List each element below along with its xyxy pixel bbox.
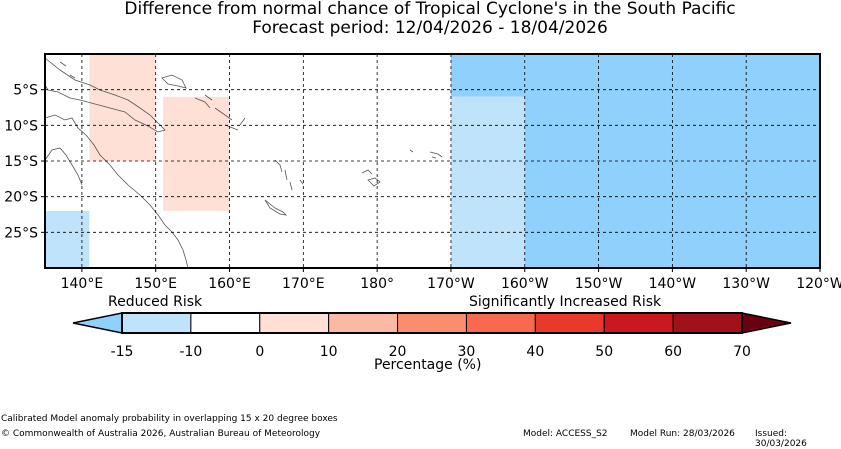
colorbar-tick-label: 50 <box>595 344 613 360</box>
x-tick-label: 150°E <box>134 276 177 292</box>
coastline-new-caledonia <box>264 199 288 216</box>
colorbar-xlabel: Percentage (%) <box>374 357 482 373</box>
anomaly-box-3 <box>450 54 525 97</box>
map-frame <box>44 53 821 269</box>
colorbar-tick-label: -15 <box>111 344 134 360</box>
increased-risk-label: Significantly Increased Risk <box>469 294 662 310</box>
colorbar-tick-label: 0 <box>255 344 264 360</box>
y-tick-label: 20°S <box>4 190 38 206</box>
colorbar-segment <box>121 312 192 334</box>
colorbar-tick-label: 40 <box>526 344 544 360</box>
x-tick-label: 120°W <box>796 276 841 292</box>
coastline-cape-york <box>44 114 189 269</box>
y-tick-label: 25°S <box>4 225 38 241</box>
colorbar-frame <box>121 312 743 334</box>
colorbar-tick-labels: -15 -10 0 10 20 30 40 50 60 70 <box>111 344 751 360</box>
x-tick-label: 160°W <box>501 276 549 292</box>
x-tick-label: 170°E <box>282 276 325 292</box>
y-tick-label: 15°S <box>4 154 38 170</box>
coastline-new-guinea <box>44 57 166 133</box>
coastline-solomons <box>194 97 246 131</box>
y-tick-labels: 5°S 10°S 15°S 20°S 25°S <box>4 83 38 242</box>
footer-model-run: Model Run: 28/03/2026 <box>630 429 735 439</box>
x-tick-label: 140°E <box>61 276 104 292</box>
colorbar <box>72 312 792 334</box>
x-tick-label: 150°W <box>575 276 623 292</box>
chart-title: Difference from normal chance of Tropica… <box>124 0 736 19</box>
coastlines <box>44 57 443 269</box>
y-tick-label: 10°S <box>4 118 38 134</box>
anomaly-box-1 <box>163 96 230 211</box>
footer-method-note: Calibrated Model anomaly probability in … <box>1 414 338 424</box>
coastline-gulf <box>44 147 83 186</box>
x-tick-label: 140°W <box>649 276 697 292</box>
colorbar-tick-label: 60 <box>664 344 682 360</box>
coastline-fiji <box>361 169 381 187</box>
x-tick-label: 180° <box>360 276 394 292</box>
x-tick-label: 160°E <box>208 276 251 292</box>
colorbar-tick-label: 10 <box>320 344 338 360</box>
anomaly-box-4 <box>450 96 525 268</box>
footer-copyright: © Commonwealth of Australia 2026, Austra… <box>1 429 321 439</box>
colorbar-segment <box>328 312 399 334</box>
x-tick-labels: 140°E 150°E 160°E 170°E 180° 170°W 160°W 150°W 1… <box>61 276 841 292</box>
colorbar-over-arrow <box>741 312 792 334</box>
forecast-period-subtitle: Forecast period: 12/04/2026 - 18/04/2026 <box>252 18 608 38</box>
footer-issued: Issued: 30/03/2026 <box>755 429 807 449</box>
x-tick-label: 130°W <box>722 276 770 292</box>
colorbar-tick-label: 70 <box>733 344 751 360</box>
footer-model: Model: ACCESS_S2 <box>523 429 608 439</box>
colorbar-segment <box>259 312 330 334</box>
y-tick-label: 5°S <box>13 83 38 99</box>
coastline-samoa <box>429 151 443 159</box>
colorbar-tick-label: 20 <box>389 344 407 360</box>
colorbar-segment <box>190 312 261 334</box>
colorbar-segment <box>534 312 605 334</box>
coastline-vanuatu <box>274 159 293 191</box>
colorbar-segment <box>465 312 536 334</box>
reduced-risk-label: Reduced Risk <box>108 294 203 310</box>
coastline-small-islands <box>59 61 414 185</box>
x-tick-label: 170°W <box>427 276 475 292</box>
map-canvas: 140°E 150°E 160°E 170°E 180° 170°W 160°W 150°W 1… <box>4 53 841 360</box>
colorbar-segment <box>672 312 743 334</box>
gridlines <box>41 54 821 272</box>
anomaly-box-2 <box>45 210 90 268</box>
colorbar-under-arrow <box>72 312 123 334</box>
anomaly-box-0 <box>89 54 156 161</box>
colorbar-tick-label: 30 <box>458 344 476 360</box>
colorbar-segment <box>397 312 467 334</box>
colorbar-tick-label: -10 <box>179 344 202 360</box>
anomaly-boxes <box>45 54 820 268</box>
coastline-new-britain <box>161 74 187 89</box>
colorbar-segment <box>603 312 674 334</box>
